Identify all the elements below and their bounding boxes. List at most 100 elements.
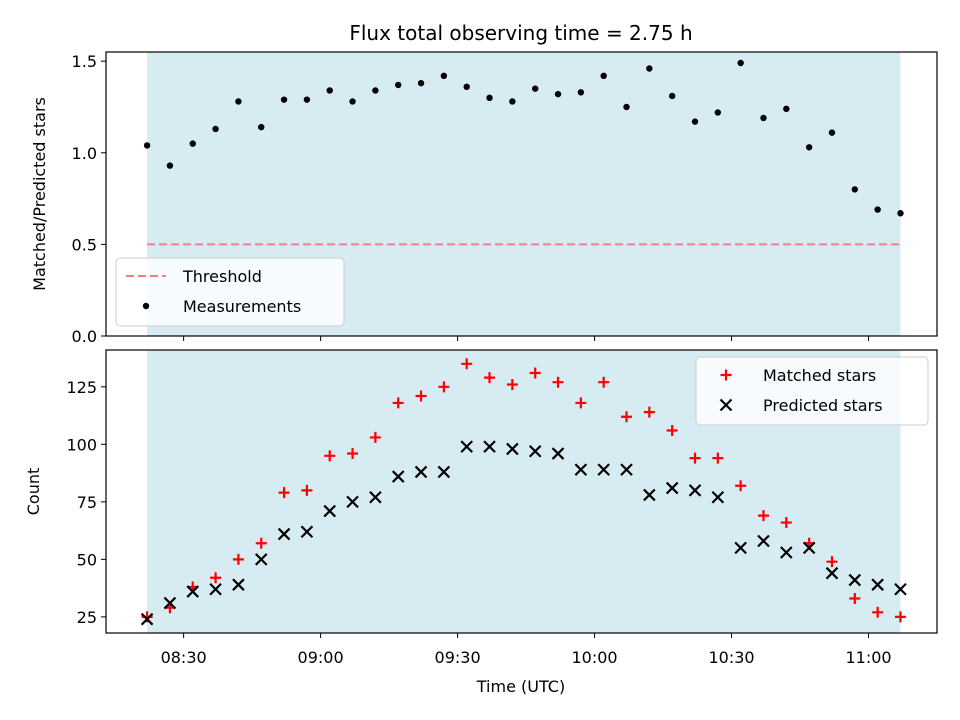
measurement-point: [235, 98, 242, 105]
measurement-point: [417, 79, 425, 87]
x-axis-ticks: 08:30 09:00 09:30 10:00 10:30 11:00: [161, 648, 892, 667]
y-tick-label: 100: [66, 435, 97, 454]
measurement-point: [668, 92, 676, 100]
matched-star-point: [552, 376, 564, 388]
predicted-star-point: [848, 573, 862, 587]
matched-star-point: [621, 411, 633, 423]
matched-star-point: [780, 517, 792, 529]
chart-title: Flux total observing time = 2.75 h: [349, 21, 692, 45]
top-panel-ratio: 0.0 0.5 1.0 1.5 Matched/Predicted stars Thres…: [30, 51, 938, 346]
x-tick-label: 10:30: [708, 648, 754, 667]
predicted-star-point: [597, 463, 610, 476]
measurement-point: [143, 142, 151, 149]
y-tick-label: 0.0: [72, 327, 97, 346]
predicted-star-point: [186, 585, 200, 598]
measurement-point: [212, 125, 219, 133]
measurement-point: [440, 72, 448, 80]
predicted-star-point: [802, 541, 816, 555]
predicted-star-point: [163, 596, 177, 610]
matched-star-point: [872, 606, 884, 618]
predicted-star-point: [369, 490, 382, 504]
measurement-point: [577, 89, 585, 96]
measurement-point: [303, 96, 311, 103]
matched-star-point: [598, 376, 610, 388]
y-axis-label: Count: [24, 468, 43, 516]
predicted-star-point: [711, 490, 725, 504]
matched-star-point: [210, 572, 222, 584]
predicted-star-point: [506, 442, 519, 456]
matched-star-point: [689, 452, 701, 464]
matched-star-point: [643, 406, 655, 418]
predicted-star-point: [391, 470, 405, 483]
matched-star-point: [461, 358, 473, 370]
measurement-point: [783, 105, 790, 113]
predicted-star-point: [277, 527, 291, 541]
predicted-star-point: [825, 566, 839, 580]
x-tick-label: 10:00: [572, 648, 618, 667]
predicted-star-point: [894, 583, 907, 596]
legend-box: [695, 356, 929, 426]
matched-star-point: [666, 425, 678, 437]
matched-star-point: [347, 448, 359, 460]
predicted-star-point: [665, 481, 679, 495]
matched-star-point: [255, 537, 267, 549]
predicted-star-point: [688, 484, 702, 497]
measurement-point: [531, 85, 539, 92]
legend-box: [115, 257, 345, 327]
legend-predicted-swatch: [719, 398, 733, 412]
matched-star-point: [438, 381, 450, 393]
matched-star-point: [324, 450, 336, 462]
measurement-point: [828, 129, 836, 136]
x-tick-label: 08:30: [161, 648, 207, 667]
predicted-star-point: [346, 495, 359, 509]
matched-star-point: [232, 553, 244, 565]
y-tick-label: 25: [77, 608, 97, 627]
measurement-point: [280, 96, 288, 103]
legend-matched-swatch: [720, 369, 732, 381]
predicted-star-point: [620, 463, 633, 476]
measurement-point: [714, 109, 722, 116]
matched-star-point: [529, 367, 541, 379]
matched-star-point: [575, 397, 587, 409]
measurement-point: [326, 87, 333, 94]
predicted-star-point: [437, 465, 451, 479]
measurement-point: [600, 72, 607, 80]
measurement-point: [372, 87, 379, 94]
x-tick-label: 09:00: [298, 648, 344, 667]
y-tick-label: 75: [77, 493, 97, 512]
measurement-point: [874, 206, 881, 213]
predicted-star-point: [780, 546, 793, 559]
predicted-star-point: [300, 525, 314, 539]
predicted-star-point: [757, 534, 770, 548]
matched-star-point: [301, 484, 313, 496]
measurement-point: [166, 162, 174, 169]
legend-label: Matched stars: [763, 366, 876, 385]
y-axis-label: Matched/Predicted stars: [30, 97, 49, 291]
measurement-point: [486, 94, 493, 102]
measurement-point: [623, 103, 630, 111]
measurement-point: [760, 114, 767, 122]
predicted-star-point: [232, 578, 245, 591]
predicted-star-point: [140, 612, 154, 626]
predicted-star-point: [414, 465, 428, 479]
matched-star-point: [278, 487, 290, 499]
legend-label: Predicted stars: [763, 396, 883, 415]
matched-star-point: [826, 556, 838, 568]
y-tick-label: 1.0: [72, 144, 97, 163]
measurement-point: [395, 81, 402, 89]
predicted-star-point: [643, 488, 656, 502]
predicted-star-point: [551, 447, 565, 460]
measurement-point: [463, 83, 470, 91]
measurement-point: [691, 118, 699, 125]
measurement-point: [509, 98, 516, 105]
axes-frame: [105, 51, 938, 337]
measurement-point: [897, 210, 904, 217]
y-tick-label: 1.5: [72, 52, 97, 71]
x-tick-label: 11:00: [845, 648, 891, 667]
y-tick-label: 0.5: [72, 235, 97, 254]
measurement-point: [805, 144, 813, 151]
predicted-star-point: [871, 578, 884, 591]
measurement-point: [349, 98, 356, 105]
x-tick-label: 09:30: [435, 648, 481, 667]
